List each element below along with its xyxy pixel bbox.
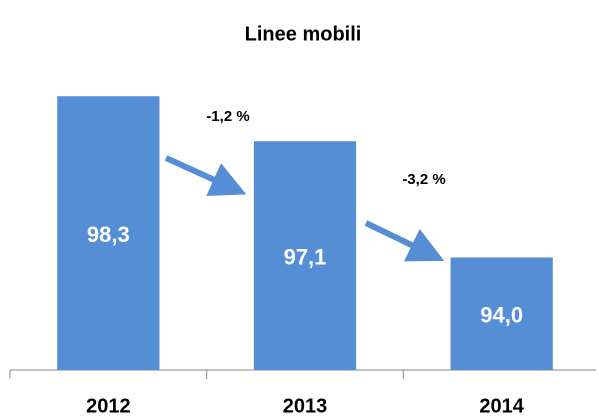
arrow bbox=[164, 155, 247, 196]
x-tick-label: 2012 bbox=[86, 395, 131, 417]
x-tick-label: 2013 bbox=[283, 395, 328, 417]
bar bbox=[253, 141, 357, 370]
chart-title: Linee mobili bbox=[245, 23, 362, 45]
value-label: 94,0 bbox=[480, 303, 523, 328]
bar bbox=[450, 257, 553, 370]
annotation: -3,2 % bbox=[402, 171, 445, 188]
bar bbox=[57, 96, 160, 370]
annotation: -1,2 % bbox=[206, 108, 249, 125]
value-label: 97,1 bbox=[284, 244, 327, 269]
value-label: 98,3 bbox=[87, 222, 130, 247]
arrow bbox=[364, 220, 445, 262]
x-tick-label: 2014 bbox=[479, 395, 524, 417]
